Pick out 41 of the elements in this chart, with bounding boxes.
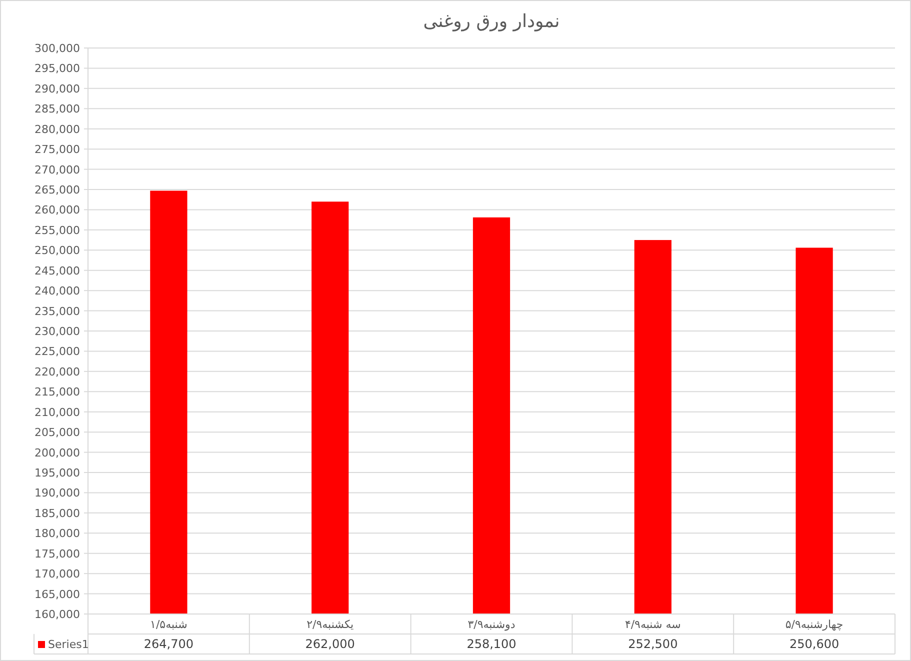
y-tick-label: 255,000 [34,224,80,237]
y-tick-label: 230,000 [34,325,80,338]
y-tick-label: 190,000 [34,486,80,500]
legend-label: Series1 [48,638,89,651]
x-tick-label: چهارشنبه۵/۹ [785,618,844,631]
y-tick-label: 225,000 [34,345,80,358]
x-tick-label: دوشنبه۳/۹ [468,618,516,631]
y-tick-label: 245,000 [34,264,80,278]
y-tick-label: 175,000 [34,547,80,560]
y-tick-label: 195,000 [34,466,80,480]
y-tick-label: 180,000 [34,527,80,540]
y-tick-label: 265,000 [34,184,80,196]
y-tick-label: 275,000 [34,143,80,156]
x-tick-label: شنبه۱/۵ [150,618,188,631]
x-tick-label: سه شنبه۴/۹ [624,618,681,631]
data-label: 264,700 [144,637,194,651]
y-tick-label: 285,000 [34,102,80,116]
y-tick-label: 160,000 [34,608,80,621]
data-label: 252,500 [628,637,678,651]
y-tick-label: 215,000 [34,386,80,399]
chart-title: نمودار ورق روغنی [423,11,560,32]
data-label: 250,600 [789,637,840,651]
y-tick-label: 240,000 [34,284,80,298]
data-label: 258,100 [466,637,516,651]
y-tick-label: 170,000 [34,568,80,581]
y-tick-label: 295,000 [34,62,80,76]
y-tick-label: 290,000 [34,82,80,96]
y-tick-label: 210,000 [34,406,80,419]
y-tick-label: 205,000 [34,426,80,440]
y-tick-label: 200,000 [34,446,80,460]
y-tick-label: 235,000 [34,304,80,318]
y-tick-label: 250,000 [34,244,80,258]
y-tick-label: 300,000 [34,42,80,55]
y-tick-label: 220,000 [34,365,80,378]
y-tick-label: 280,000 [34,122,80,136]
x-tick-label: یکشنبه۲/۹ [306,618,354,631]
y-tick-label: 165,000 [34,588,80,601]
data-label: 262,000 [305,637,355,651]
y-tick-label: 260,000 [34,204,80,217]
y-tick-label: 270,000 [34,163,80,176]
y-tick-label: 185,000 [34,506,80,520]
